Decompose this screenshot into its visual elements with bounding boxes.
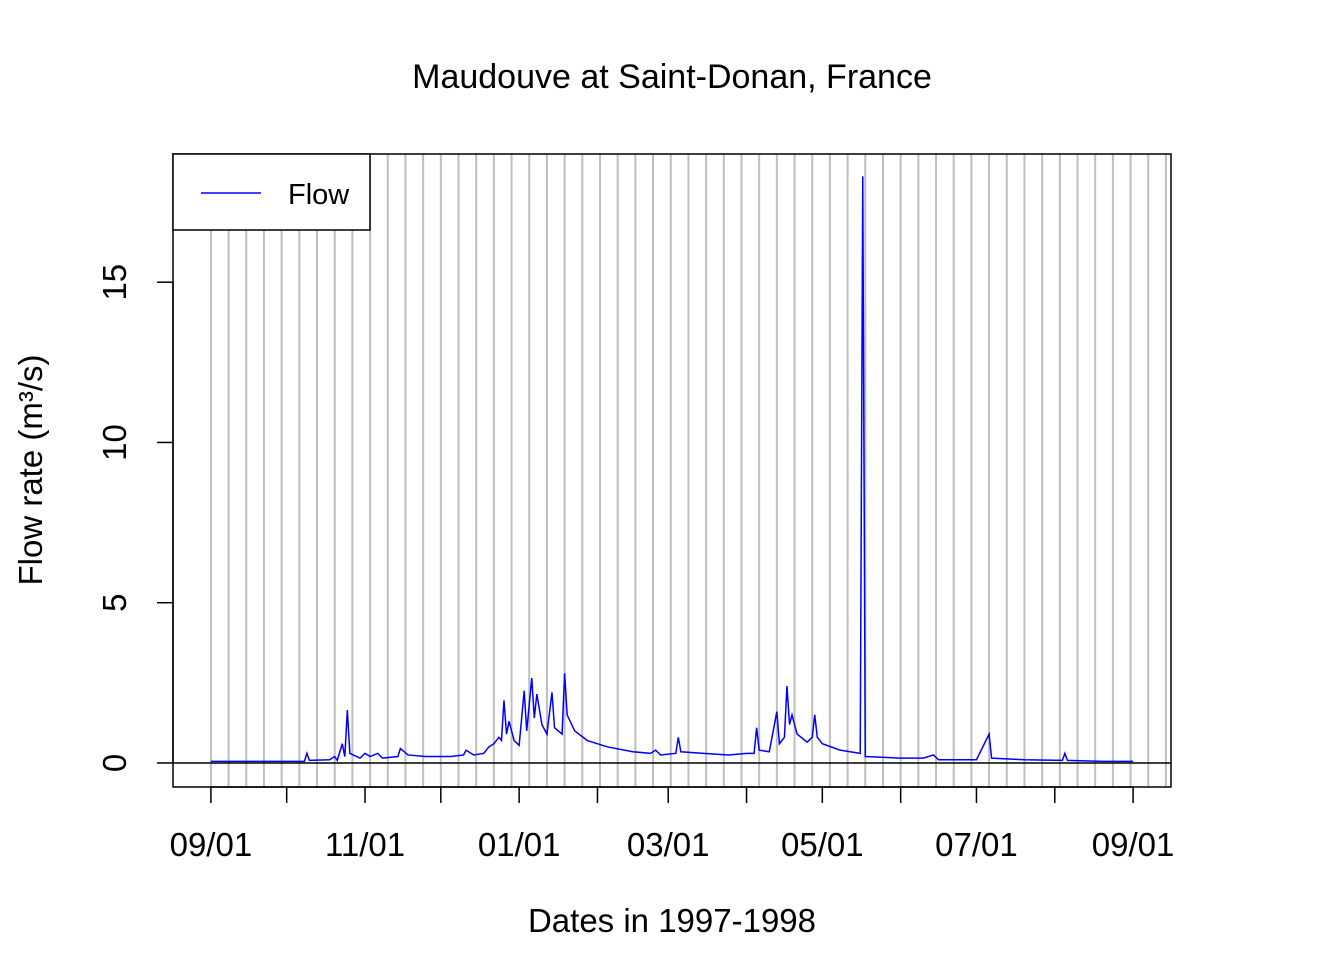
x-tick-label: 09/01 [1092,826,1175,863]
x-tick-label: 03/01 [627,826,710,863]
x-tick-label: 09/01 [170,826,253,863]
y-tick-label: 5 [96,594,133,612]
x-tick-label: 07/01 [935,826,1018,863]
chart-title: Maudouve at Saint-Donan, France [412,58,932,96]
x-tick-label: 01/01 [478,826,561,863]
x-tick-label: 11/01 [325,826,405,863]
flow-line [210,176,1134,763]
y-axis-label: Flow rate (m³/s) [12,355,49,586]
plot-frame [172,153,1172,788]
legend-box [172,153,371,231]
y-tick-label: 10 [96,424,133,461]
x-tick-label: 05/01 [781,826,864,863]
y-tick-label: 15 [96,264,133,301]
legend: Flow [172,153,371,231]
y-tick-label: 0 [96,754,133,772]
x-axis-label: Dates in 1997-1998 [528,902,816,939]
legend-label: Flow [288,179,350,211]
